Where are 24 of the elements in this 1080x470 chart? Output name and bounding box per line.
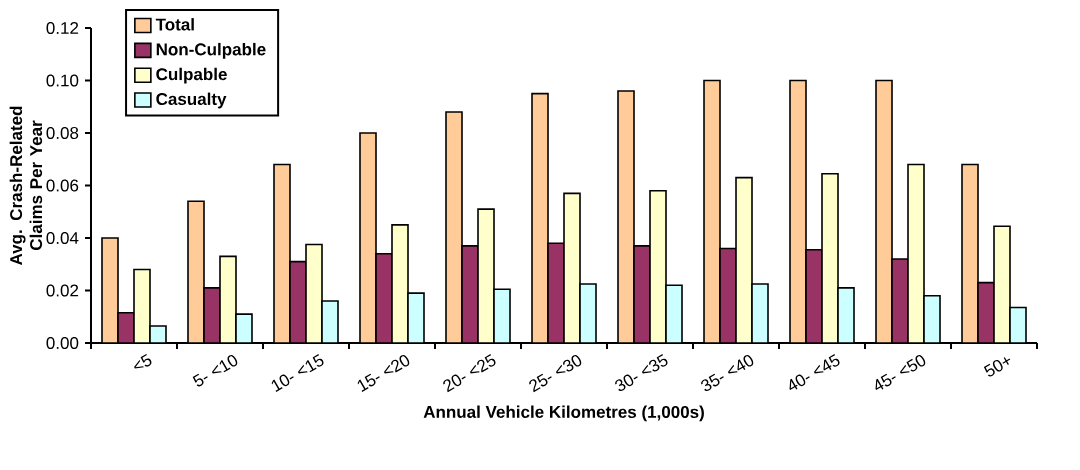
- y-tick-label: 0.12: [46, 21, 79, 35]
- y-tick-label: 0.04: [46, 231, 79, 245]
- x-tick-label: 15- <20: [357, 355, 410, 392]
- x-tick-label: 40- <45: [789, 354, 840, 391]
- x-tick-label: <5: [134, 353, 152, 369]
- y-tick-label: 0.00: [46, 336, 79, 350]
- y-tick-label: 0.06: [46, 179, 79, 192]
- legend-label: Culpable: [156, 67, 227, 84]
- x-tick-label: 35- <40: [701, 355, 754, 392]
- legend-label: Non-Culpable: [156, 42, 266, 59]
- y-tick-label: 0.10: [46, 74, 79, 87]
- y-axis-title: Avg. Crash-Related Claims Per Year: [9, 106, 43, 266]
- x-tick-label: 25- <30: [529, 355, 582, 393]
- x-tick-label: 50+: [983, 357, 1011, 377]
- legend-label: Casualty: [156, 92, 227, 109]
- x-tick-label: 45- <50: [875, 355, 926, 391]
- x-axis-title: Annual Vehicle Kilometres (1,000s): [423, 405, 704, 422]
- x-tick-label: 30- <35: [615, 354, 668, 392]
- x-tick-label: 5- <10: [192, 355, 238, 387]
- y-tick-label: 0.02: [46, 284, 79, 297]
- x-tick-label: 10- <15: [271, 354, 324, 392]
- x-tick-label: 20- <25: [443, 354, 496, 393]
- y-tick-label: 0.08: [46, 126, 79, 140]
- legend-label: Total: [155, 18, 194, 31]
